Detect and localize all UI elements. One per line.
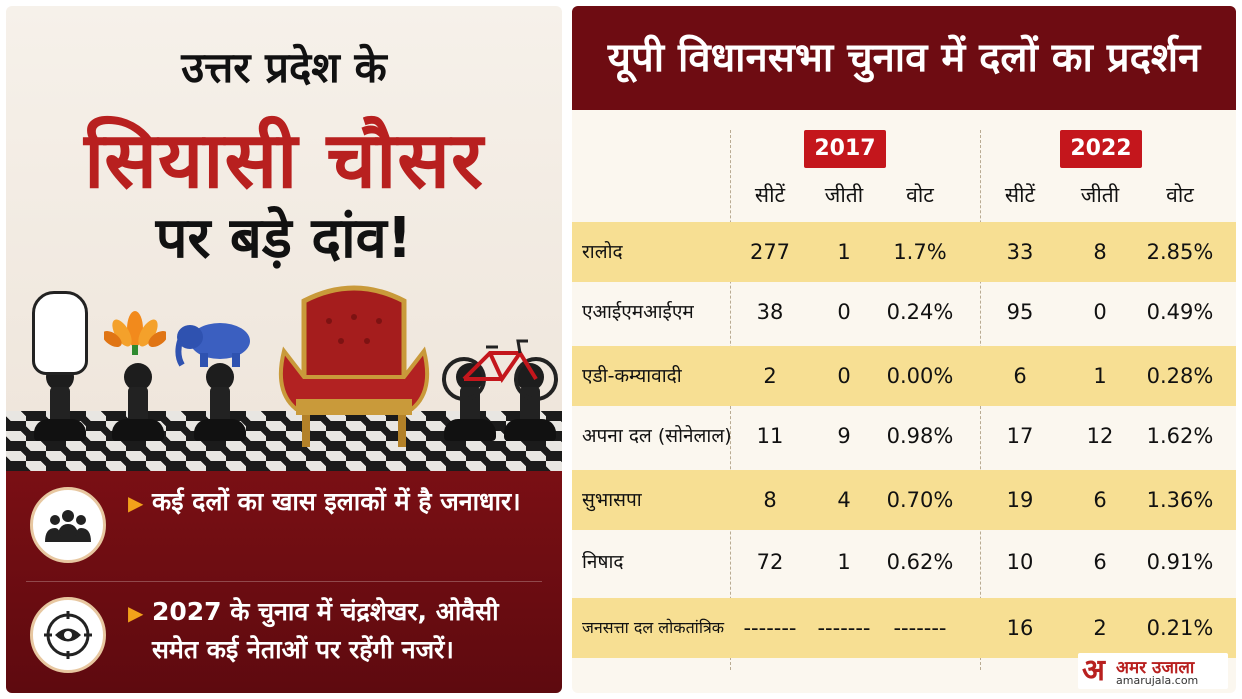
won-2017: 9 <box>837 424 851 448</box>
bullet-arrow-icon: ▶ <box>128 491 144 515</box>
seats-2017: ------- <box>743 616 797 640</box>
vote-2022: 0.28% <box>1146 364 1214 388</box>
won-2022: 1 <box>1093 364 1107 388</box>
vote-2022: 2.85% <box>1146 240 1214 264</box>
chess-pawn <box>110 363 166 443</box>
vote-2017: 0.70% <box>886 488 954 512</box>
table-row: निषाद 72 1 0.62% 10 6 0.91% <box>572 532 1236 592</box>
vote-2017: ------- <box>893 616 947 640</box>
key-point-text: 2027 के चुनाव में चंद्रशेखर, ओवैसी समेत … <box>152 597 499 664</box>
vote-2022: 1.62% <box>1146 424 1214 448</box>
eye-target-icon <box>30 597 106 673</box>
table-row: अपना दल (सोनेलाल) 11 9 0.98% 17 12 1.62% <box>572 406 1236 466</box>
table-row: जनसत्ता दल लोकतांत्रिक ------- ------- -… <box>572 598 1236 658</box>
logo-mark: अ <box>1082 653 1105 688</box>
vote-2022: 0.49% <box>1146 300 1214 324</box>
table-row: एआईएमआईएम 38 0 0.24% 95 0 0.49% <box>572 282 1236 342</box>
seats-2022: 33 <box>1006 240 1034 264</box>
seats-2017: 38 <box>756 300 784 324</box>
won-2022: 2 <box>1093 616 1107 640</box>
party-name: एडी-कम्यावादी <box>582 365 682 387</box>
won-2022: 6 <box>1093 550 1107 574</box>
hand-symbol-icon <box>32 291 88 375</box>
seats-2017: 8 <box>763 488 777 512</box>
vote-2017: 0.98% <box>886 424 954 448</box>
chessboard-illustration <box>6 281 562 471</box>
group-people-icon <box>30 487 106 563</box>
won-2017: 0 <box>837 364 851 388</box>
vote-2017: 0.62% <box>886 550 954 574</box>
logo-name: अमर उजाला <box>1116 658 1195 678</box>
headline-line-1: उत्तर प्रदेश के <box>181 43 387 92</box>
party-name: अपना दल (सोनेलाल) <box>582 425 732 447</box>
seats-2022: 17 <box>1006 424 1034 448</box>
won-2017: ------- <box>817 616 871 640</box>
won-2022: 8 <box>1093 240 1107 264</box>
red-throne-chair-icon <box>278 285 430 447</box>
key-point-text: कई दलों का खास इलाकों में है जनाधार। <box>152 487 521 516</box>
key-point: ▶ 2027 के चुनाव में चंद्रशेखर, ओवैसी समे… <box>6 587 562 687</box>
column-header-seats-2017: सीटें <box>754 183 786 207</box>
seats-2022: 19 <box>1006 488 1034 512</box>
won-2022: 12 <box>1086 424 1114 448</box>
column-header-vote-2022: वोट <box>1166 183 1194 207</box>
vote-2022: 0.21% <box>1146 616 1214 640</box>
column-header-won-2017: जीती <box>824 183 864 207</box>
left-poster-panel: उत्तर प्रदेश के सियासी चौसर पर बड़े दांव… <box>6 6 562 693</box>
seats-2017: 277 <box>749 240 791 264</box>
party-name: जनसत्ता दल लोकतांत्रिक <box>582 618 725 637</box>
vote-2017: 1.7% <box>893 240 947 264</box>
bullet-arrow-icon: ▶ <box>128 601 144 625</box>
elephant-symbol-icon <box>175 323 250 367</box>
column-header-seats-2022: सीटें <box>1004 183 1036 207</box>
vote-2022: 0.91% <box>1146 550 1214 574</box>
table-title: यूपी विधानसभा चुनाव में दलों का प्रदर्शन <box>572 6 1236 110</box>
won-2017: 4 <box>837 488 851 512</box>
table-row: एडी-कम्यावादी 2 0 0.00% 6 1 0.28% <box>572 346 1236 406</box>
key-points-section: ▶ कई दलों का खास इलाकों में है जनाधार। ▶… <box>6 471 562 693</box>
party-name: एआईएमआईएम <box>582 301 694 323</box>
lotus-symbol-icon <box>104 311 166 355</box>
vote-2017: 0.00% <box>886 364 954 388</box>
amar-ujala-logo: अ अमर उजाला amarujala.com <box>1078 653 1228 689</box>
logo-url: amarujala.com <box>1116 674 1199 687</box>
party-name: सुभासपा <box>582 489 642 511</box>
chess-pawn <box>32 363 88 443</box>
year-badge-2022: 2022 <box>1060 130 1142 168</box>
chess-pawn <box>192 363 248 443</box>
key-point: ▶ कई दलों का खास इलाकों में है जनाधार। <box>6 477 562 577</box>
vote-2022: 1.36% <box>1146 488 1214 512</box>
party-name: निषाद <box>582 551 624 573</box>
party-name: रालोद <box>582 241 623 263</box>
won-2017: 1 <box>837 240 851 264</box>
bicycle-symbol-icon <box>442 339 558 401</box>
year-badge-2017: 2017 <box>804 130 886 168</box>
seats-2017: 2 <box>763 364 777 388</box>
column-header-won-2022: जीती <box>1080 183 1120 207</box>
headline-line-3: पर बड़े दांव! <box>155 206 413 271</box>
seats-2022: 95 <box>1006 300 1034 324</box>
table-row: सुभासपा 8 4 0.70% 19 6 1.36% <box>572 470 1236 530</box>
seats-2022: 6 <box>1013 364 1027 388</box>
won-2022: 6 <box>1093 488 1107 512</box>
table-row: रालोद 277 1 1.7% 33 8 2.85% <box>572 222 1236 282</box>
divider <box>26 581 542 582</box>
seats-2022: 16 <box>1006 616 1034 640</box>
column-header-vote-2017: वोट <box>906 183 934 207</box>
headline-line-2: सियासी चौसर <box>84 116 484 206</box>
seats-2017: 11 <box>756 424 784 448</box>
won-2017: 1 <box>837 550 851 574</box>
won-2022: 0 <box>1093 300 1107 324</box>
results-table-panel: यूपी विधानसभा चुनाव में दलों का प्रदर्शन… <box>572 6 1236 693</box>
seats-2022: 10 <box>1006 550 1034 574</box>
seats-2017: 72 <box>756 550 784 574</box>
won-2017: 0 <box>837 300 851 324</box>
vote-2017: 0.24% <box>886 300 954 324</box>
